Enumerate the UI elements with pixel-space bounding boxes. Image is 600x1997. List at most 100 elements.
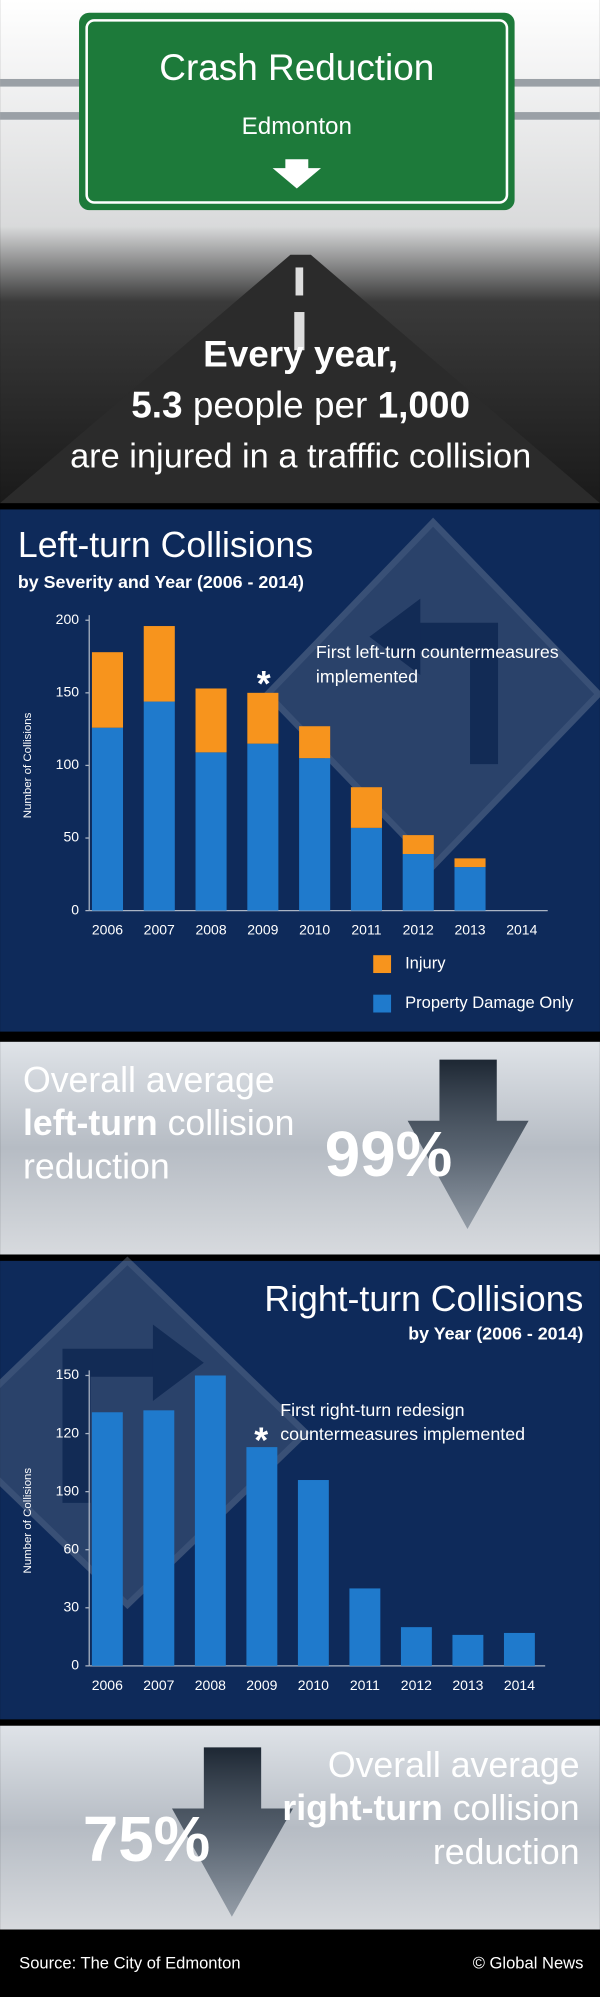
subtitle: Edmonton: [242, 113, 352, 140]
y-axis-label: Number of Collisions: [22, 712, 34, 818]
bar: [400, 1627, 432, 1666]
x-tick-label: 2013: [454, 922, 485, 938]
y-tick-label: 150: [56, 684, 80, 700]
x-tick-label: 2011: [350, 1677, 380, 1693]
x-tick-label: 2014: [504, 1677, 535, 1693]
intro-number: 1,000: [378, 384, 470, 425]
summary-value: 99%: [325, 1119, 452, 1190]
bar: [402, 853, 434, 911]
lane-mark: [294, 312, 305, 351]
bar: [247, 743, 279, 911]
road: [0, 254, 600, 504]
summary-line: Overall average: [23, 1060, 275, 1100]
x-tick-label: 2008: [195, 1677, 226, 1693]
x-tick-label: 2011: [351, 922, 381, 938]
x-tick-label: 2012: [403, 922, 434, 938]
y-tick-label: 190: [56, 1482, 80, 1498]
summary-line: left-turn collision: [23, 1103, 294, 1143]
bar: [454, 858, 486, 868]
annotation-marker: *: [254, 1420, 268, 1460]
bar: [299, 726, 331, 759]
chart-subtitle: by Year (2006 - 2014): [408, 1323, 583, 1343]
bar: [91, 652, 124, 728]
summary-value: 75%: [83, 1804, 210, 1875]
down-arrow: [407, 1059, 529, 1230]
y-tick-label: 50: [63, 829, 79, 845]
sign: [79, 12, 515, 211]
legend-swatch: [373, 955, 392, 974]
footer: [0, 1935, 600, 1997]
y-tick-label: 60: [63, 1540, 79, 1556]
bar: [503, 1632, 535, 1666]
y-tick-label: 150: [56, 1366, 80, 1382]
legend-label: Injury: [405, 953, 446, 972]
bar: [91, 727, 124, 911]
bar: [194, 1375, 226, 1666]
intro-line: 5.3 people per 1,000: [131, 384, 470, 425]
annotation: First left-turn countermeasures: [316, 642, 559, 662]
x-tick-label: 2007: [144, 922, 175, 938]
bar: [247, 692, 279, 744]
bar: [402, 835, 434, 854]
y-tick-label: 200: [56, 611, 80, 627]
x-tick-label: 2006: [92, 1677, 123, 1693]
summary-line: reduction: [23, 1147, 170, 1187]
annotation: First right-turn redesign: [280, 1400, 464, 1420]
bar: [299, 758, 331, 911]
summary-line: right-turn collision: [282, 1788, 579, 1828]
x-tick-label: 2007: [143, 1677, 174, 1693]
y-tick-label: 100: [56, 756, 80, 772]
bar: [143, 701, 175, 911]
intro-number: 5.3: [131, 384, 182, 425]
bar: [452, 1634, 484, 1666]
x-tick-label: 2013: [452, 1677, 483, 1693]
bar: [143, 626, 175, 702]
legend-swatch: [373, 994, 392, 1013]
bar: [349, 1588, 381, 1666]
summary-text: collision: [158, 1103, 295, 1143]
y-axis-label: Number of Collisions: [22, 1468, 34, 1574]
sign-border: [85, 19, 509, 204]
intro-line: Every year,: [203, 333, 398, 374]
intro-text: people per: [183, 384, 378, 425]
annotation-marker: *: [257, 664, 271, 704]
lane-mark: [295, 267, 304, 296]
bar: [350, 787, 382, 828]
intro-line: are injured in a trafffic collision: [70, 438, 531, 476]
credit: © Global News: [473, 1953, 584, 1972]
source: Source: The City of Edmonton: [19, 1953, 240, 1972]
x-tick-label: 2014: [506, 922, 537, 938]
summary-line: reduction: [433, 1832, 580, 1872]
bar: [350, 827, 382, 911]
bar: [195, 688, 227, 753]
chart-title: Left-turn Collisions: [18, 525, 313, 565]
chart-title: Right-turn Collisions: [264, 1279, 583, 1319]
summary-line: Overall average: [328, 1745, 580, 1785]
bar: [246, 1447, 278, 1666]
legend-label: Property Damage Only: [405, 993, 574, 1012]
bar: [143, 1410, 175, 1666]
y-tick-label: 0: [71, 1657, 79, 1673]
y-tick-label: 30: [63, 1598, 79, 1614]
x-tick-label: 2009: [246, 1677, 277, 1693]
x-tick-label: 2008: [195, 922, 226, 938]
down-arrow: [172, 1747, 293, 1917]
title: Crash Reduction: [159, 47, 434, 88]
annotation: countermeasures implemented: [280, 1424, 525, 1444]
bar: [454, 867, 486, 911]
y-tick-label: 120: [56, 1424, 80, 1440]
sign-arrow: [272, 159, 322, 189]
summary-bold: right-turn: [282, 1788, 442, 1828]
summary-panel: [0, 1725, 600, 1930]
bar: [195, 752, 227, 911]
annotation: implemented: [316, 666, 418, 686]
x-tick-label: 2010: [299, 922, 330, 938]
x-tick-label: 2012: [401, 1677, 432, 1693]
x-tick-label: 2010: [298, 1677, 329, 1693]
summary-bold: left-turn: [23, 1103, 158, 1143]
bar: [91, 1412, 123, 1666]
chart-subtitle: by Severity and Year (2006 - 2014): [18, 572, 304, 592]
summary-text: collision: [443, 1788, 580, 1828]
bar: [297, 1480, 329, 1666]
